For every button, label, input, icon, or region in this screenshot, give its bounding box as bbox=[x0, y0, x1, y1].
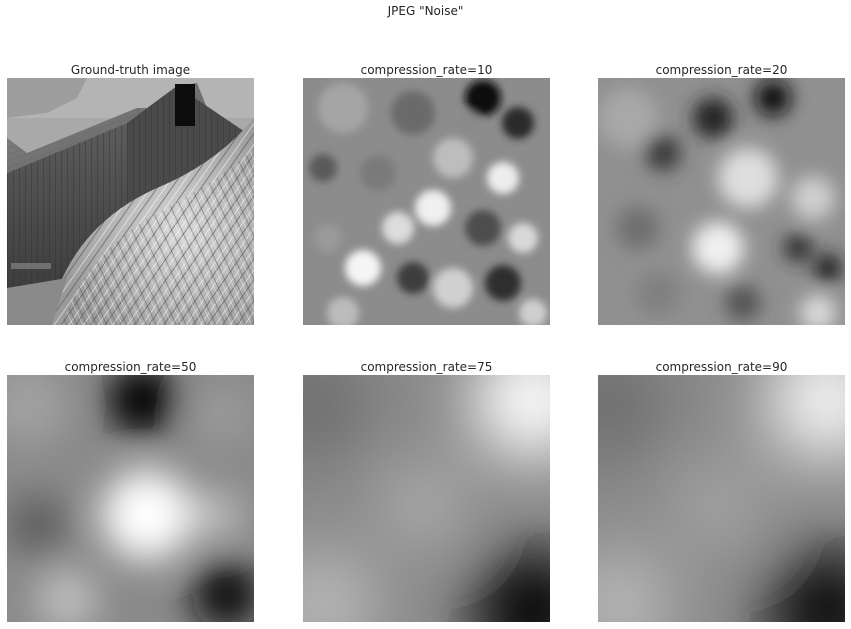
compressed-image-20 bbox=[598, 78, 845, 325]
figure-suptitle: JPEG "Noise" bbox=[387, 4, 464, 18]
compressed-image-90 bbox=[598, 375, 845, 622]
panel-title: compression_rate=50 bbox=[64, 360, 197, 374]
panel-title: compression_rate=20 bbox=[655, 63, 788, 77]
compressed-image-50 bbox=[7, 375, 254, 622]
panel-compression-90: compression_rate=90 bbox=[598, 359, 845, 622]
panel-compression-50: compression_rate=50 bbox=[7, 359, 254, 622]
panel-title: compression_rate=75 bbox=[360, 360, 493, 374]
compressed-image-75 bbox=[303, 375, 550, 622]
panel-compression-10: compression_rate=10 bbox=[303, 62, 550, 325]
panel-title: compression_rate=90 bbox=[655, 360, 788, 374]
panel-compression-75: compression_rate=75 bbox=[303, 359, 550, 622]
panel-ground-truth: Ground-truth image bbox=[7, 62, 254, 325]
panel-title: Ground-truth image bbox=[70, 63, 191, 77]
ground-truth-image bbox=[7, 78, 254, 325]
panel-compression-20: compression_rate=20 bbox=[598, 62, 845, 325]
panel-title: compression_rate=10 bbox=[360, 63, 493, 77]
compressed-image-10 bbox=[303, 78, 550, 325]
